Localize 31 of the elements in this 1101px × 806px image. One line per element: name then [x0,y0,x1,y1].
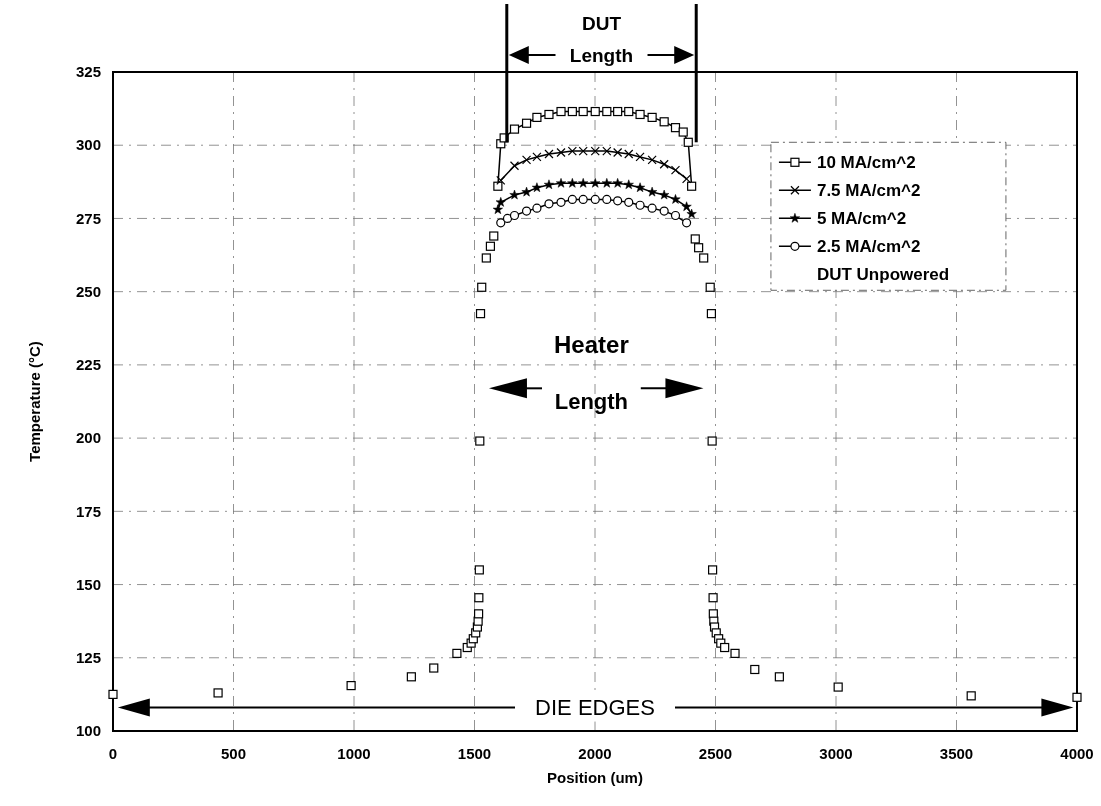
x-axis-title: Position (um) [547,769,643,786]
y-tick-label: 150 [75,575,101,593]
annotation: DUT Unpowered [816,265,950,285]
y-tick-label: 300 [75,136,101,154]
x-tick-label: 0 [108,745,118,762]
x-tick-label: 500 [220,745,247,762]
x-tick-label: 1500 [457,745,492,762]
annotation: Heater [554,331,629,359]
x-tick-label: 3000 [819,745,853,762]
text: Length [569,44,634,66]
text: DUT [581,13,622,34]
legend-label: 10 MA/cm^2 [816,153,916,173]
y-axis-title: Temperature (°C) [26,341,43,462]
y-tick-label: 125 [75,649,101,667]
legend-label: 7.5 MA/cm^2 [816,181,921,201]
x-tick-label: 1000 [337,745,371,762]
annotation: Length [554,388,629,414]
x-tick-label: 2500 [698,745,733,762]
y-tick-label: 325 [75,63,101,81]
y-tick-label: 100 [75,722,101,740]
y-tick-label: 200 [75,429,101,447]
legend-label: 5 MA/cm^2 [816,209,907,229]
y-tick-label: 250 [75,282,101,300]
y-tick-label: 275 [75,209,101,227]
x-tick-label: 3500 [939,745,974,762]
x-tick-label: 4000 [1060,745,1094,762]
y-tick-label: 175 [75,502,101,520]
legend-label: 2.5 MA/cm^2 [816,237,921,257]
y-tick-label: 225 [75,356,101,374]
annotation: DIE EDGES [535,695,655,721]
x-tick-label: 2000 [578,745,612,762]
